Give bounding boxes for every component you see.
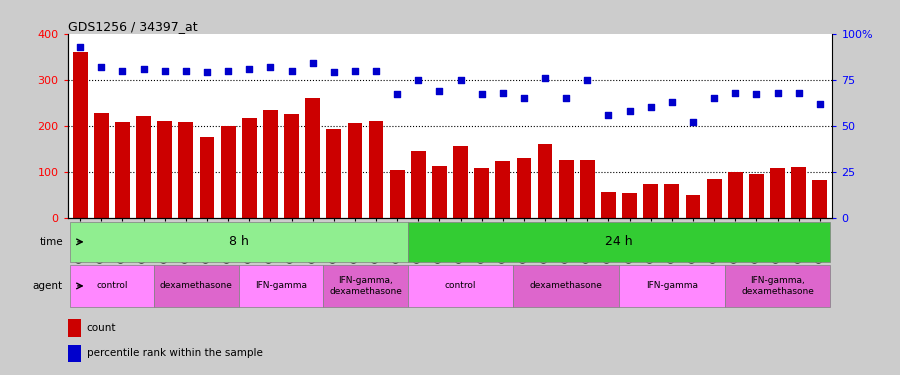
Bar xyxy=(728,172,742,217)
Bar xyxy=(770,168,785,217)
Bar xyxy=(327,129,341,218)
Bar xyxy=(791,167,806,218)
Point xyxy=(728,90,742,96)
Bar xyxy=(154,265,238,307)
Text: time: time xyxy=(40,237,63,247)
Bar xyxy=(68,320,81,337)
Point xyxy=(137,66,151,72)
Point xyxy=(623,108,637,114)
Bar xyxy=(601,192,616,217)
Bar xyxy=(474,168,489,217)
Bar xyxy=(323,265,408,307)
Point xyxy=(559,95,573,101)
Bar xyxy=(200,137,214,218)
Point xyxy=(115,68,130,74)
Point xyxy=(305,60,320,66)
Point xyxy=(791,90,806,96)
Point xyxy=(73,44,87,50)
Bar xyxy=(724,265,831,307)
Bar xyxy=(619,265,724,307)
Bar xyxy=(220,126,236,218)
Bar xyxy=(284,114,299,218)
Bar xyxy=(622,193,637,217)
Bar xyxy=(68,345,81,362)
Bar xyxy=(69,265,154,307)
Point xyxy=(644,104,658,110)
Bar xyxy=(73,52,87,217)
Bar xyxy=(454,146,468,218)
Text: 8 h: 8 h xyxy=(229,236,248,248)
Text: dexamethasone: dexamethasone xyxy=(160,281,233,290)
Point xyxy=(749,92,763,98)
Bar xyxy=(115,122,130,218)
Point xyxy=(813,100,827,106)
Point xyxy=(220,68,235,74)
Text: IFN-gamma,
dexamethasone: IFN-gamma, dexamethasone xyxy=(741,276,814,296)
Bar xyxy=(513,265,619,307)
Bar xyxy=(178,122,194,218)
Point xyxy=(580,77,595,83)
Bar xyxy=(706,179,722,218)
Point xyxy=(242,66,256,72)
Point xyxy=(770,90,785,96)
Text: IFN-gamma: IFN-gamma xyxy=(646,281,698,290)
Bar xyxy=(517,158,531,218)
Point xyxy=(538,75,553,81)
Text: percentile rank within the sample: percentile rank within the sample xyxy=(86,348,263,358)
Text: IFN-gamma: IFN-gamma xyxy=(255,281,307,290)
Point xyxy=(432,88,446,94)
Point xyxy=(707,95,722,101)
Bar xyxy=(263,111,278,218)
Text: control: control xyxy=(96,281,128,290)
Point xyxy=(474,92,489,98)
Bar xyxy=(580,160,595,218)
Text: count: count xyxy=(86,323,116,333)
Bar xyxy=(411,151,426,217)
Point xyxy=(369,68,383,74)
Bar xyxy=(644,184,658,218)
Bar xyxy=(432,166,446,218)
Point xyxy=(158,68,172,74)
Bar xyxy=(69,222,408,262)
Point xyxy=(411,77,426,83)
Text: agent: agent xyxy=(33,281,63,291)
Bar xyxy=(369,121,383,218)
Bar xyxy=(94,113,109,218)
Bar xyxy=(347,123,363,218)
Point xyxy=(496,90,510,96)
Text: 24 h: 24 h xyxy=(605,236,633,248)
Point xyxy=(517,95,531,101)
Bar xyxy=(158,121,172,218)
Bar xyxy=(664,184,680,218)
Bar xyxy=(749,174,764,217)
Text: IFN-gamma,
dexamethasone: IFN-gamma, dexamethasone xyxy=(329,276,402,296)
Point xyxy=(390,92,404,98)
Bar xyxy=(242,118,256,218)
Bar xyxy=(686,195,700,217)
Bar xyxy=(408,222,831,262)
Point xyxy=(94,64,109,70)
Point xyxy=(601,112,616,118)
Text: GDS1256 / 34397_at: GDS1256 / 34397_at xyxy=(68,20,197,33)
Point xyxy=(454,77,468,83)
Point xyxy=(178,68,193,74)
Bar xyxy=(537,144,553,218)
Bar xyxy=(495,162,510,218)
Bar xyxy=(559,160,573,218)
Text: dexamethasone: dexamethasone xyxy=(530,281,603,290)
Text: control: control xyxy=(445,281,476,290)
Bar xyxy=(305,98,320,218)
Point xyxy=(200,69,214,75)
Point xyxy=(284,68,299,74)
Bar xyxy=(408,265,513,307)
Point xyxy=(686,119,700,125)
Bar xyxy=(390,170,405,217)
Bar xyxy=(238,265,323,307)
Point xyxy=(665,99,680,105)
Point xyxy=(347,68,362,74)
Point xyxy=(327,69,341,75)
Bar xyxy=(813,180,827,218)
Bar xyxy=(136,116,151,218)
Point xyxy=(263,64,277,70)
